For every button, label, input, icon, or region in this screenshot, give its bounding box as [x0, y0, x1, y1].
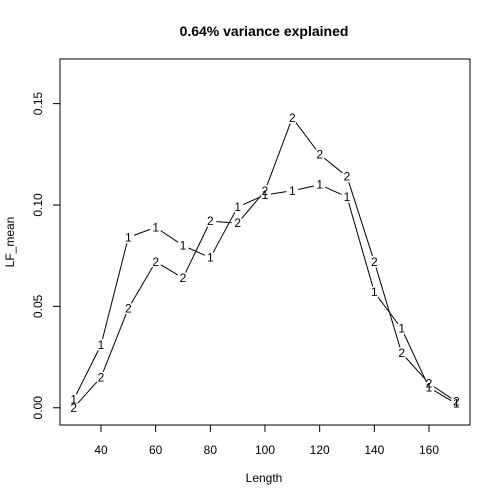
series-2-segment [241, 195, 262, 219]
series-1-point: 1 [152, 220, 159, 234]
series-2-segment [160, 264, 179, 276]
series-1-segment [160, 230, 179, 243]
series-2-segment [323, 157, 343, 174]
series-1-point: 1 [125, 230, 132, 244]
series-2-segment [130, 266, 154, 304]
series-1-segment [212, 212, 236, 253]
series-2-point: 2 [125, 301, 132, 315]
series-2-segment [405, 357, 426, 380]
series-2-point: 2 [152, 255, 159, 269]
series-2-point: 2 [344, 170, 351, 184]
x-tick-label: 100 [255, 443, 275, 457]
series-1-segment [403, 333, 427, 383]
plot-frame [59, 58, 471, 426]
y-tick-label: 0.10 [31, 193, 45, 217]
series-1-point: 1 [453, 397, 460, 411]
series-2-segment [375, 267, 401, 348]
series-2-segment [185, 226, 209, 273]
series-2-point: 2 [426, 376, 433, 390]
series-2-point: 2 [207, 214, 214, 228]
x-tick-label: 80 [204, 443, 218, 457]
series-1-point: 1 [180, 239, 187, 253]
x-tick-label: 120 [310, 443, 330, 457]
series-2-point: 2 [180, 271, 187, 285]
series-2-segment [348, 182, 373, 257]
series-2-point: 2 [371, 255, 378, 269]
y-tick-label: 0.05 [31, 294, 45, 318]
series-2-segment [77, 381, 98, 404]
x-tick-label: 140 [364, 443, 384, 457]
series-2-segment [102, 313, 127, 372]
series-2-point: 2 [316, 147, 323, 161]
series-1-segment [101, 243, 128, 340]
x-tick-label: 60 [149, 443, 163, 457]
series-1-point: 1 [316, 178, 323, 192]
series-2-segment [433, 386, 452, 399]
x-tick-label: 160 [419, 443, 439, 457]
series-1-point: 1 [426, 380, 433, 394]
series-1-segment [324, 186, 342, 195]
series-1-point: 1 [70, 393, 77, 407]
y-tick-label: 0.15 [31, 92, 45, 116]
y-tick-label: 0.00 [31, 396, 45, 420]
series-2-point: 2 [262, 184, 269, 198]
series-1-segment [270, 191, 287, 195]
series-1-point: 1 [234, 200, 241, 214]
series-1-segment [188, 247, 206, 256]
series-1-segment [348, 202, 374, 287]
x-tick-label: 40 [94, 443, 108, 457]
series-1-segment [298, 185, 314, 190]
series-2-point: 2 [70, 401, 77, 415]
series-2-segment [216, 221, 232, 224]
series-1-point: 1 [398, 322, 405, 336]
chart-title: 0.64% variance explained [180, 23, 349, 39]
x-axis: 40 60 80 100 120 140 160 [94, 424, 439, 457]
series-2-point: 2 [234, 216, 241, 230]
series-1-point: 1 [371, 285, 378, 299]
series-1-segment [242, 196, 260, 206]
series-2-point: 2 [453, 395, 460, 409]
series-1-segment [133, 228, 151, 236]
x-axis-label: Length [246, 471, 283, 485]
series-1-point: 1 [98, 338, 105, 352]
series-1-point: 1 [262, 188, 269, 202]
series-2-point: 2 [398, 346, 405, 360]
series-2-segment [266, 123, 291, 186]
series-1-segment [377, 296, 399, 325]
y-axis-label: LF_mean [3, 217, 17, 268]
series-1-segment [75, 350, 99, 395]
series-2-point: 2 [98, 370, 105, 384]
series-1-segment [433, 390, 452, 402]
series-1-point: 1 [289, 184, 296, 198]
series-1-point: 1 [344, 190, 351, 204]
series-1-point: 1 [207, 251, 214, 265]
series-2-segment [295, 122, 317, 150]
y-axis: 0.00 0.05 0.10 0.15 [31, 92, 61, 420]
series-2-point: 2 [289, 111, 296, 125]
